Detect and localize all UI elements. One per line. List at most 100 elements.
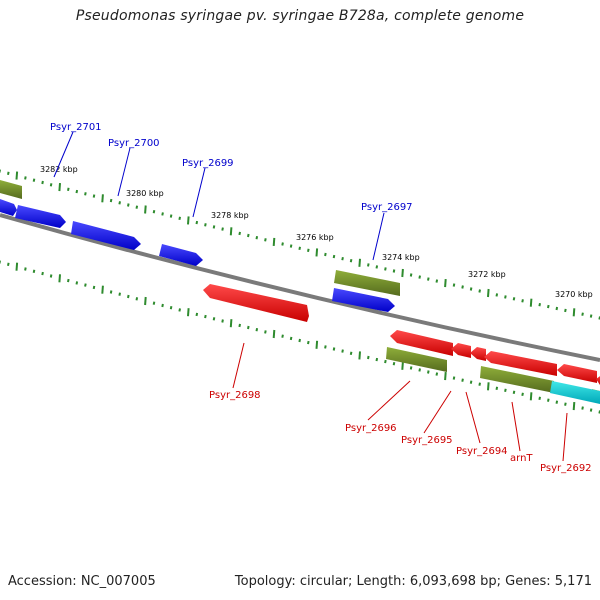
minor-tick [418,275,421,279]
minor-tick [332,254,336,259]
minor-tick [581,312,584,316]
gene-arrow-reverse[interactable] [596,374,600,385]
major-tick [187,308,190,317]
major-tick [572,402,576,411]
minor-tick [332,347,336,351]
minor-tick [547,304,550,309]
scale-label: 3278 kbp [211,211,249,220]
gene-arrow-reverse[interactable] [470,347,486,361]
minor-tick [152,210,156,214]
major-tick [529,298,533,307]
minor-tick [367,355,370,360]
minor-tick [161,212,164,216]
minor-tick [564,308,567,313]
rna-feature[interactable] [480,366,554,393]
minor-tick [469,287,473,291]
minor-tick [178,308,181,312]
minor-tick [307,248,310,252]
gene-label[interactable]: Psyr_2697 [361,202,413,213]
gene-arrow-reverse[interactable] [451,343,471,358]
gene-arrow-forward[interactable] [15,205,66,228]
gene-arrow-reverse[interactable] [484,351,557,376]
minor-tick [555,306,559,311]
minor-tick [521,392,524,396]
gene-label[interactable]: Psyr_2696 [345,423,397,434]
minor-tick [409,273,413,277]
minor-tick [127,294,130,299]
rna-feature[interactable] [0,180,22,199]
gene-label[interactable]: Psyr_2695 [401,435,453,446]
minor-tick [547,398,550,402]
minor-tick [504,295,507,299]
minor-tick [469,380,473,384]
gene-arrow-forward[interactable] [332,288,395,312]
minor-tick [32,178,36,182]
minor-tick [367,263,370,267]
rna-feature[interactable] [334,270,400,296]
minor-tick [221,319,224,323]
major-tick [358,351,361,360]
major-tick [144,205,147,214]
minor-tick [581,406,584,410]
major-tick [529,392,533,401]
minor-tick [521,299,524,303]
gene-label[interactable]: Psyr_2698 [209,390,261,401]
major-tick [272,237,276,246]
minor-tick [324,345,327,349]
minor-tick [289,336,293,341]
minor-tick [238,323,241,328]
minor-tick [281,334,284,338]
minor-tick [84,283,87,287]
minor-tick [118,201,121,205]
gene-label[interactable]: Psyr_2701 [50,122,102,133]
minor-tick [161,303,164,308]
scale-label: 3274 kbp [382,253,420,262]
minor-tick [341,257,344,261]
major-tick [315,248,319,257]
scale-ticks-lower [0,260,600,414]
major-tick [58,274,61,283]
minor-tick [169,306,173,310]
major-tick [15,262,19,271]
minor-tick [49,183,53,187]
gene-arrow-reverse[interactable] [390,330,453,356]
major-tick [15,171,19,180]
minor-tick [49,274,53,278]
scale-label: 3272 kbp [468,270,506,279]
minor-tick [435,372,439,376]
minor-tick [409,366,413,370]
gene-label[interactable]: Psyr_2694 [456,446,508,457]
gene-arrow-forward[interactable] [0,199,17,216]
other-feature[interactable] [550,381,600,404]
gene-label[interactable]: arnT [510,453,533,464]
major-tick [229,227,233,236]
scale-labels: 3282 kbp 3280 kbp 3278 kbp 3276 kbp 3274… [40,165,593,299]
minor-tick [204,223,207,227]
minor-tick [538,396,541,400]
minor-tick [478,382,481,386]
gene-arrow-forward[interactable] [71,221,141,250]
gene-arrow-reverse[interactable] [203,284,309,322]
minor-tick [7,262,10,266]
minor-tick [75,281,79,285]
forward-gene-labels: Psyr_2701 Psyr_2700 Psyr_2699 Psyr_2697 [50,122,413,213]
minor-tick [495,293,499,297]
reverse-genes [203,284,600,385]
gene-arrow-forward[interactable] [159,244,203,266]
minor-tick [24,267,27,271]
minor-tick [195,220,199,225]
rna-feature[interactable] [386,347,447,372]
minor-tick [427,370,430,374]
minor-tick [221,227,224,231]
gene-label[interactable]: Psyr_2699 [182,158,234,169]
minor-tick [212,317,216,321]
minor-tick [384,267,387,271]
major-tick [229,319,233,328]
minor-tick [264,330,267,334]
gene-label[interactable]: Psyr_2692 [540,463,592,474]
gene-arrow-reverse[interactable] [557,364,597,383]
gene-label[interactable]: Psyr_2700 [108,138,160,149]
map-title: Pseudomonas syringae pv. syringae B728a,… [75,8,525,24]
major-tick [101,285,104,294]
minor-tick [298,338,301,343]
